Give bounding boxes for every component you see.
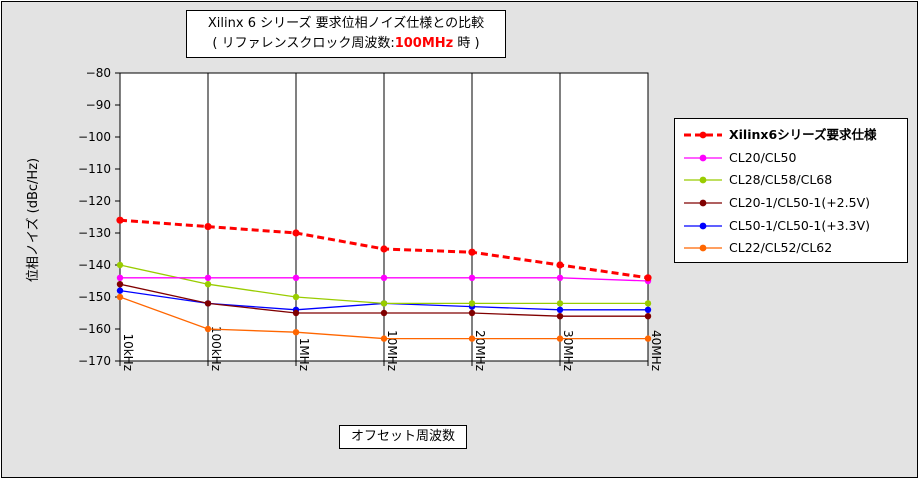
x-tick-label: 10kHz <box>121 333 135 371</box>
legend-marker <box>699 154 707 162</box>
y-tick-label: −150 <box>78 290 111 304</box>
legend-label: CL20/CL50 <box>729 149 797 165</box>
legend: Xilinx6シリーズ要求仕様 CL20/CL50 CL28/CL58/CL68 CL… <box>674 118 908 263</box>
legend-swatch <box>684 222 722 230</box>
data-point <box>116 261 124 269</box>
data-point <box>556 274 564 281</box>
data-point <box>380 309 388 317</box>
chart-title: Xilinx 6 シリーズ 要求位相ノイズ仕様との比較 ( リファレンスクロック… <box>186 10 506 58</box>
data-point <box>468 335 476 342</box>
y-tick-label: −90 <box>86 98 111 112</box>
legend-item: CL20/CL50 <box>675 147 907 170</box>
legend-swatch <box>684 154 722 162</box>
legend-marker <box>699 176 707 184</box>
data-point <box>644 274 652 282</box>
title-line2: ( リファレンスクロック周波数:100MHz 時 ) <box>187 34 505 54</box>
legend-marker <box>699 199 707 207</box>
data-point <box>644 300 652 307</box>
series-lines <box>116 216 652 342</box>
axes: −80 −90 −100 −110 −120 −130 −140 −150 −160 −170 10… <box>78 66 663 371</box>
data-point <box>204 300 212 307</box>
data-point <box>116 216 124 224</box>
data-point <box>116 287 124 294</box>
x-tick-label: 1MHz <box>297 338 311 371</box>
legend-label: CL50-1/CL50-1(+3.3V) <box>729 217 870 233</box>
data-point <box>556 261 564 269</box>
legend-label: CL22/CL52/CL62 <box>729 240 833 256</box>
y-tick-label: −100 <box>78 130 111 144</box>
y-tick-label: −110 <box>78 162 111 176</box>
data-point <box>556 300 564 307</box>
y-tick-label: −130 <box>78 226 111 240</box>
data-point <box>380 245 388 253</box>
data-point <box>116 293 124 301</box>
y-tick-label: −140 <box>78 258 111 272</box>
data-point <box>380 300 388 307</box>
data-point <box>468 309 476 317</box>
data-point <box>644 335 652 342</box>
data-point <box>380 274 388 281</box>
legend-marker <box>699 245 707 252</box>
data-point <box>644 313 652 320</box>
data-point <box>204 325 212 333</box>
data-point <box>556 306 564 313</box>
legend-swatch <box>684 199 722 207</box>
data-point <box>468 300 476 307</box>
title-line2-pre: ( リファレンスクロック周波数: <box>212 36 395 51</box>
data-point <box>116 281 124 288</box>
data-point <box>292 274 300 281</box>
x-axis-label: オフセット周波数 <box>339 425 467 449</box>
data-point <box>556 313 564 320</box>
x-tick-label: 40MHz <box>649 330 663 371</box>
legend-label: Xilinx6シリーズ要求仕様 <box>729 127 877 142</box>
data-point <box>116 274 124 281</box>
title-frequency-highlight: 100MHz <box>394 36 454 51</box>
y-tick-label: −80 <box>86 66 111 80</box>
data-point <box>292 329 300 336</box>
data-point <box>380 335 388 342</box>
y-tick-label: −160 <box>78 322 111 336</box>
data-point <box>468 274 476 281</box>
legend-item: CL20-1/CL50-1(+2.5V) <box>675 192 907 215</box>
y-axis-label: 位相ノイズ (dBc/Hz) <box>26 157 41 283</box>
legend-item: CL22/CL52/CL62 <box>675 237 907 260</box>
legend-swatch <box>684 131 722 139</box>
data-point <box>204 281 212 288</box>
legend-item: CL28/CL58/CL68 <box>675 169 907 192</box>
y-tick-label: −170 <box>78 354 111 368</box>
data-point <box>204 274 212 281</box>
data-point <box>292 293 300 301</box>
legend-item: CL50-1/CL50-1(+3.3V) <box>675 215 907 238</box>
data-point <box>292 309 300 317</box>
legend-swatch <box>684 176 722 184</box>
title-line1: Xilinx 6 シリーズ 要求位相ノイズ仕様との比較 <box>207 16 485 31</box>
data-point <box>292 229 300 237</box>
data-point <box>204 223 212 231</box>
data-point <box>644 306 652 313</box>
x-tick-label: 100kHz <box>209 326 223 371</box>
data-point <box>468 248 476 256</box>
data-point <box>556 335 564 342</box>
legend-label: CL28/CL58/CL68 <box>729 172 833 188</box>
legend-item: Xilinx6シリーズ要求仕様 <box>675 124 907 147</box>
legend-swatch <box>684 245 722 252</box>
x-tick-label: 20MHz <box>473 330 487 371</box>
x-tick-label: 30MHz <box>561 330 575 371</box>
legend-label: CL20-1/CL50-1(+2.5V) <box>729 195 870 211</box>
y-tick-label: −120 <box>78 194 111 208</box>
title-line2-post: 時 ) <box>453 36 480 51</box>
legend-marker <box>699 222 707 230</box>
x-tick-label: 10MHz <box>385 330 399 371</box>
legend-marker <box>699 131 707 139</box>
